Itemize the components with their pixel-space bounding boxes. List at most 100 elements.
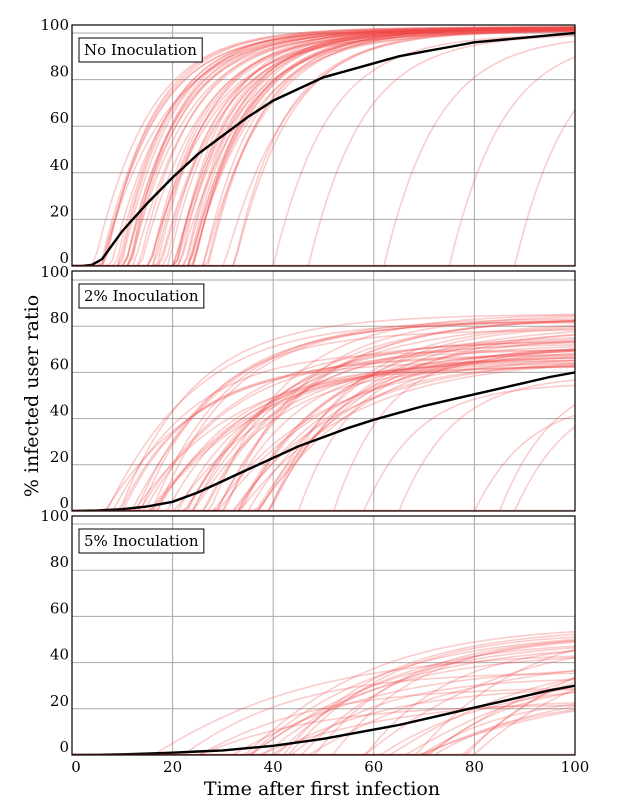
simulation-line bbox=[72, 638, 575, 755]
simulation-line bbox=[72, 648, 575, 755]
y-tick-label: 20 bbox=[50, 202, 69, 220]
simulation-line bbox=[72, 678, 575, 755]
simulation-line bbox=[72, 324, 575, 511]
simulation-line bbox=[72, 27, 575, 266]
simulation-line bbox=[72, 337, 575, 511]
simulation-line bbox=[72, 29, 575, 266]
simulation-line bbox=[72, 30, 575, 266]
simulation-line bbox=[72, 640, 575, 755]
simulation-line bbox=[72, 56, 575, 266]
y-tick-label: 40 bbox=[50, 646, 69, 664]
simulation-line bbox=[72, 636, 575, 755]
simulation-line bbox=[72, 27, 575, 266]
y-tick-label: 100 bbox=[40, 16, 69, 34]
simulation-line bbox=[72, 333, 575, 511]
simulation-line bbox=[72, 27, 575, 266]
simulation-line bbox=[72, 681, 575, 755]
simulation-line bbox=[72, 327, 575, 511]
simulation-line bbox=[72, 28, 575, 266]
simulation-line bbox=[72, 30, 575, 266]
simulation-line bbox=[72, 27, 575, 266]
simulation-line bbox=[72, 320, 575, 511]
simulation-line bbox=[72, 704, 575, 755]
simulation-line bbox=[72, 338, 575, 511]
simulation-line bbox=[72, 650, 575, 755]
simulation-line bbox=[72, 362, 575, 511]
simulation-line bbox=[72, 26, 575, 266]
simulation-line bbox=[72, 630, 575, 755]
simulation-line bbox=[72, 29, 575, 266]
panel-label: No Inoculation bbox=[84, 41, 197, 59]
simulation-line bbox=[72, 329, 575, 511]
y-axis-title: % infected user ratio bbox=[21, 295, 43, 497]
simulation-line bbox=[72, 27, 575, 266]
simulation-line bbox=[72, 27, 575, 266]
y-tick-label: 80 bbox=[50, 63, 69, 81]
simulation-line bbox=[72, 314, 575, 511]
simulation-line bbox=[72, 334, 575, 511]
y-tick-label: 100 bbox=[40, 507, 69, 525]
simulation-line bbox=[72, 26, 575, 266]
simulation-line bbox=[72, 30, 575, 266]
simulation-line bbox=[72, 365, 575, 511]
simulation-line bbox=[72, 688, 575, 755]
x-tick-label: 80 bbox=[465, 758, 484, 776]
simulation-line bbox=[72, 348, 575, 511]
simulation-line bbox=[72, 633, 575, 755]
simulation-line bbox=[72, 27, 575, 266]
simulation-line bbox=[72, 705, 575, 755]
simulation-line bbox=[72, 359, 575, 511]
simulation-line bbox=[72, 30, 575, 266]
simulation-line bbox=[72, 26, 575, 266]
simulation-line bbox=[72, 25, 575, 266]
panel-3: 0 20 40 60 80 100 5% Inoculation bbox=[40, 507, 576, 756]
simulation-line bbox=[72, 366, 575, 511]
y-tick-label: 60 bbox=[50, 355, 69, 373]
panel-frame bbox=[71, 24, 576, 267]
simulation-line bbox=[72, 26, 575, 266]
average-line bbox=[72, 684, 575, 755]
simulation-line bbox=[72, 341, 575, 511]
x-tick-label: 60 bbox=[364, 758, 383, 776]
simulation-line bbox=[72, 29, 575, 266]
simulation-line bbox=[72, 641, 575, 755]
simulation-line bbox=[72, 29, 575, 266]
panel-label-frame bbox=[78, 528, 205, 554]
simulation-line bbox=[72, 348, 575, 511]
simulation-line bbox=[72, 669, 575, 755]
simulation-line bbox=[72, 29, 575, 266]
simulation-line bbox=[72, 670, 575, 755]
simulation-line bbox=[72, 640, 575, 755]
simulation-line bbox=[72, 340, 575, 511]
panel-label-box: 2% Inoculation bbox=[78, 283, 205, 309]
panel-2: 0 20 40 60 80 100 2% Inoculation bbox=[40, 263, 576, 512]
simulation-line bbox=[72, 364, 575, 511]
y-tick-label: 80 bbox=[50, 553, 69, 571]
simulation-line bbox=[72, 650, 575, 755]
simulation-line bbox=[72, 26, 575, 266]
simulation-line bbox=[72, 40, 575, 266]
simulation-lines bbox=[72, 313, 575, 511]
simulation-line bbox=[72, 708, 575, 755]
simulation-line bbox=[72, 322, 575, 511]
simulation-line bbox=[72, 702, 575, 755]
y-tick-label: 0 bbox=[59, 494, 69, 512]
simulation-line bbox=[72, 26, 575, 266]
x-tick-label: 20 bbox=[163, 758, 182, 776]
simulation-line bbox=[72, 30, 575, 266]
x-axis-title: Time after first infection bbox=[204, 778, 440, 800]
simulation-line bbox=[72, 27, 575, 266]
simulation-line bbox=[72, 363, 575, 511]
simulation-line bbox=[72, 27, 575, 266]
simulation-line bbox=[72, 318, 575, 511]
simulation-line bbox=[72, 28, 575, 266]
simulation-line bbox=[72, 354, 575, 511]
simulation-line bbox=[72, 710, 575, 755]
panel-label-box: 5% Inoculation bbox=[78, 528, 205, 554]
y-tick-label: 60 bbox=[50, 599, 69, 617]
simulation-line bbox=[72, 331, 575, 511]
simulation-line bbox=[72, 27, 575, 266]
simulation-line bbox=[72, 29, 575, 266]
average-line bbox=[72, 31, 575, 266]
simulation-line bbox=[72, 677, 575, 755]
